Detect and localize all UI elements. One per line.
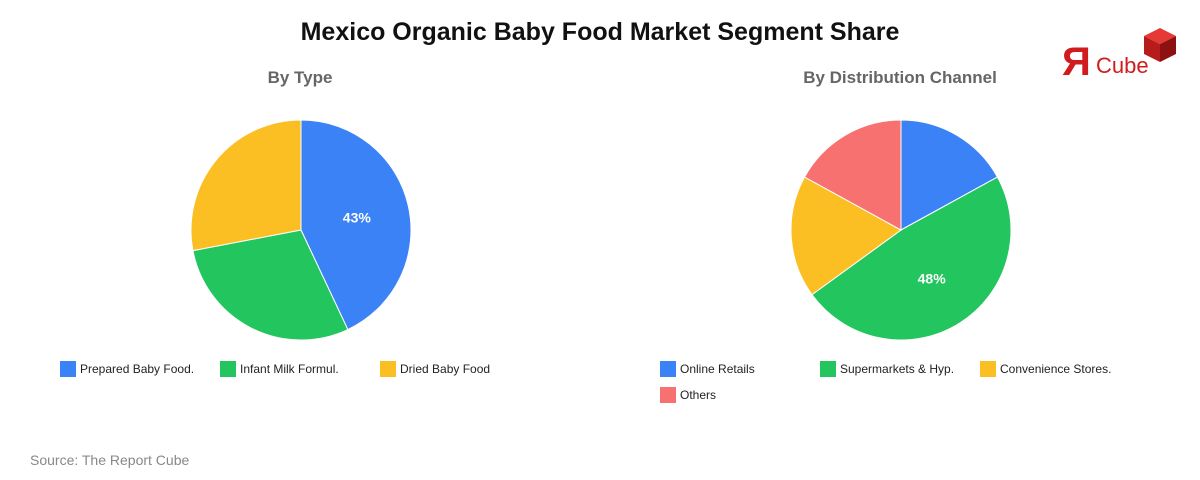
report-cube-logo: Я Cube — [1062, 24, 1182, 84]
cube-icon — [1144, 28, 1176, 62]
legend-item: Infant Milk Formul. — [220, 361, 339, 377]
legend-item: Prepared Baby Food. — [60, 361, 194, 377]
legend-swatch — [820, 361, 836, 377]
legend-item: Online Retails — [660, 361, 755, 377]
legend-swatch — [380, 361, 396, 377]
legend-swatch — [660, 387, 676, 403]
source-note: Source: The Report Cube — [30, 452, 190, 468]
legend-label: Infant Milk Formul. — [240, 362, 339, 376]
legend-label: Convenience Stores. — [1000, 362, 1112, 376]
legend-label: Others — [680, 388, 717, 402]
pie-slice-prepared-baby-food — [300, 119, 412, 331]
pie-slice-online-retails — [900, 119, 999, 231]
legend-swatch — [660, 361, 676, 377]
legend-label: Online Retails — [680, 362, 755, 376]
pie-slice-convenience-stores — [790, 176, 902, 296]
chart-subtitle-by-channel: By Distribution Channel — [803, 68, 997, 87]
legend-label: Prepared Baby Food. — [80, 362, 195, 376]
legend-item: Others — [660, 387, 716, 403]
pie-slice-supermarkets-hyp — [811, 176, 1012, 341]
legend-label: Dried Baby Food — [400, 362, 491, 376]
legend-swatch — [60, 361, 76, 377]
pie-slice-others — [803, 119, 902, 231]
pie-data-label: 48% — [918, 270, 947, 286]
legend-label: Supermarkets & Hyp. — [840, 362, 955, 376]
chart-subtitle-by-type: By Type — [267, 68, 333, 87]
legend-item: Convenience Stores. — [980, 361, 1111, 377]
pie-slice-dried-baby-food — [190, 119, 302, 252]
logo-text: Cube — [1096, 53, 1149, 78]
legend-item: Supermarkets & Hyp. — [820, 361, 954, 377]
chart-title: Mexico Organic Baby Food Market Segment … — [300, 18, 900, 46]
legend-swatch — [220, 361, 236, 377]
legend-by-channel: Online Retails Supermarkets & Hyp. Conveni… — [660, 361, 1140, 421]
pie-slice-infant-milk-formul — [192, 229, 349, 341]
logo-r-char: Я — [1062, 40, 1091, 84]
pie-data-label: 43% — [343, 210, 372, 226]
pie-chart-by-type: 43% — [190, 119, 412, 341]
pie-chart-by-channel: 48% — [790, 119, 1012, 341]
legend-by-type: Prepared Baby Food. Infant Milk Formul. Dr… — [60, 361, 540, 401]
legend-swatch — [980, 361, 996, 377]
legend-item: Dried Baby Food — [380, 361, 490, 377]
